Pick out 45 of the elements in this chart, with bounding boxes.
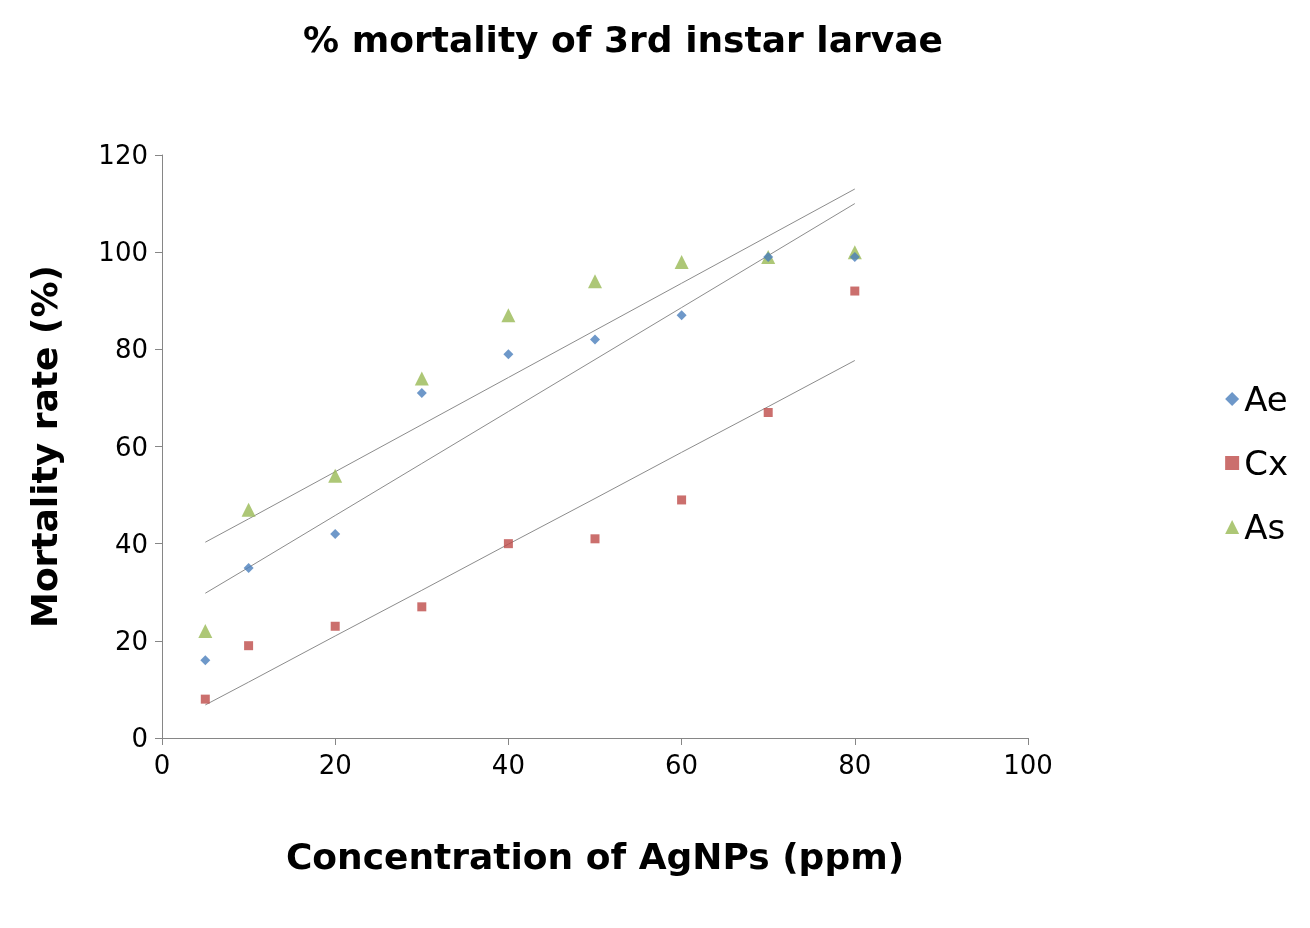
y-tick-label: 60 [114, 431, 148, 462]
point [677, 495, 687, 505]
x-tick-label: 20 [318, 750, 352, 780]
y-tick-label: 100 [98, 237, 148, 268]
x-tick-label: 0 [153, 750, 171, 780]
legend-label: As [1244, 507, 1286, 547]
point [417, 602, 427, 612]
x-tick-label: 40 [491, 750, 525, 780]
point [850, 286, 860, 296]
point [590, 534, 600, 544]
point [330, 621, 340, 631]
line-series [204, 203, 856, 594]
point [198, 624, 213, 639]
point [676, 310, 687, 321]
point [241, 502, 256, 517]
point [416, 388, 427, 399]
point [243, 562, 254, 573]
x-tick-label: 80 [838, 750, 872, 780]
x-tick-label: 100 [1003, 750, 1053, 780]
point [200, 694, 210, 704]
point [414, 371, 429, 386]
legend-label: Ae [1244, 379, 1288, 419]
point [503, 539, 513, 549]
y-tick-label: 20 [114, 625, 148, 656]
point [503, 349, 514, 360]
y-tick-label: 40 [114, 528, 148, 559]
point [763, 407, 773, 417]
y-axis-title: Mortality rate (%) [23, 265, 65, 628]
point [590, 334, 600, 345]
point [328, 468, 343, 483]
point [674, 254, 689, 269]
y-tick-label: 80 [114, 334, 148, 365]
point [588, 274, 602, 289]
line-series [204, 188, 856, 543]
point [330, 528, 341, 539]
point [849, 252, 860, 263]
chart-title: % mortality of 3rd instar larvae [303, 18, 943, 60]
y-tick-label: 0 [131, 723, 148, 753]
point [200, 655, 211, 666]
y-tick-label: 120 [98, 140, 148, 170]
x-tick-label: 60 [665, 750, 699, 780]
point [501, 308, 516, 323]
point [244, 641, 254, 651]
legend-label: Cx [1244, 443, 1289, 483]
x-axis-title: Concentration of AgNPs (ppm) [285, 835, 905, 877]
